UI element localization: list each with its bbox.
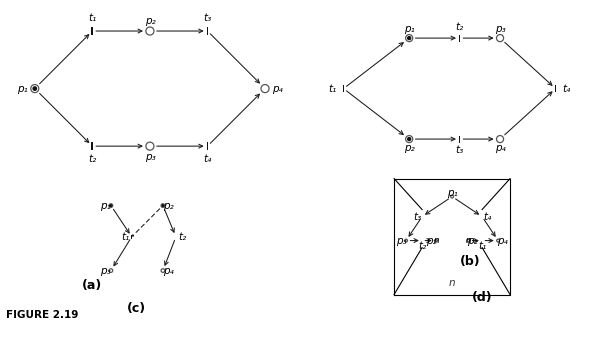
Text: t₄: t₄ bbox=[483, 212, 491, 221]
Circle shape bbox=[161, 269, 165, 272]
Circle shape bbox=[132, 235, 134, 236]
Circle shape bbox=[405, 239, 408, 242]
Text: FIGURE 2.19: FIGURE 2.19 bbox=[6, 310, 78, 320]
Circle shape bbox=[406, 135, 413, 143]
Circle shape bbox=[497, 239, 500, 242]
Text: (b): (b) bbox=[459, 255, 480, 268]
Circle shape bbox=[146, 27, 154, 35]
Text: (a): (a) bbox=[82, 278, 102, 292]
Text: p₂: p₂ bbox=[426, 236, 437, 246]
Bar bbox=[131, 235, 132, 239]
Text: t₂: t₂ bbox=[178, 232, 187, 242]
Bar bbox=[206, 27, 208, 35]
Circle shape bbox=[261, 85, 269, 93]
Circle shape bbox=[467, 239, 470, 242]
Circle shape bbox=[497, 135, 504, 143]
Bar bbox=[459, 35, 461, 42]
Circle shape bbox=[408, 37, 411, 39]
Text: (c): (c) bbox=[128, 302, 146, 315]
Circle shape bbox=[408, 137, 411, 141]
Circle shape bbox=[406, 35, 413, 42]
Circle shape bbox=[33, 87, 37, 90]
Text: p₄: p₄ bbox=[497, 236, 508, 246]
Text: n: n bbox=[448, 278, 455, 287]
Text: p₁: p₁ bbox=[404, 24, 415, 34]
Text: p₁: p₁ bbox=[447, 188, 458, 198]
Bar bbox=[555, 85, 556, 92]
Text: t₁: t₁ bbox=[88, 13, 96, 23]
Circle shape bbox=[161, 204, 165, 207]
Bar bbox=[92, 142, 93, 150]
Circle shape bbox=[109, 204, 113, 207]
Bar bbox=[459, 135, 461, 143]
Text: p₂: p₂ bbox=[467, 236, 478, 246]
Text: n: n bbox=[433, 236, 439, 245]
Text: p₃: p₃ bbox=[100, 266, 111, 276]
Text: p₂: p₂ bbox=[163, 201, 174, 211]
Text: p₄: p₄ bbox=[163, 266, 174, 276]
Circle shape bbox=[109, 269, 113, 272]
Text: t₂: t₂ bbox=[88, 154, 96, 164]
Text: p₃: p₃ bbox=[495, 24, 506, 34]
Text: t₄: t₄ bbox=[203, 154, 211, 164]
Text: t₁: t₁ bbox=[478, 241, 486, 251]
Text: t₂: t₂ bbox=[456, 22, 464, 32]
Bar bbox=[92, 27, 93, 35]
Bar bbox=[206, 142, 208, 150]
Circle shape bbox=[31, 85, 39, 93]
Text: t₄: t₄ bbox=[563, 84, 571, 94]
Circle shape bbox=[110, 205, 112, 206]
Circle shape bbox=[146, 142, 154, 150]
Circle shape bbox=[162, 205, 164, 206]
Text: p₁: p₁ bbox=[100, 201, 111, 211]
Text: t₃: t₃ bbox=[413, 212, 421, 221]
Text: n: n bbox=[465, 236, 471, 245]
Text: p₄: p₄ bbox=[495, 143, 506, 153]
Text: (d): (d) bbox=[472, 290, 492, 304]
Text: t₁: t₁ bbox=[121, 232, 129, 242]
Text: p₂: p₂ bbox=[144, 16, 155, 26]
Circle shape bbox=[451, 195, 453, 198]
Text: p₂: p₂ bbox=[404, 143, 415, 153]
Text: t₃: t₃ bbox=[456, 145, 464, 155]
Text: p₁: p₁ bbox=[17, 84, 28, 94]
Bar bbox=[343, 85, 344, 92]
Circle shape bbox=[497, 35, 504, 42]
Text: p₃: p₃ bbox=[396, 236, 407, 246]
Circle shape bbox=[435, 239, 438, 242]
Text: t₂: t₂ bbox=[418, 241, 426, 251]
Text: p₃: p₃ bbox=[144, 152, 155, 161]
Text: p₄: p₄ bbox=[272, 84, 283, 94]
Text: t₁: t₁ bbox=[328, 84, 337, 94]
Text: t₃: t₃ bbox=[203, 13, 211, 23]
